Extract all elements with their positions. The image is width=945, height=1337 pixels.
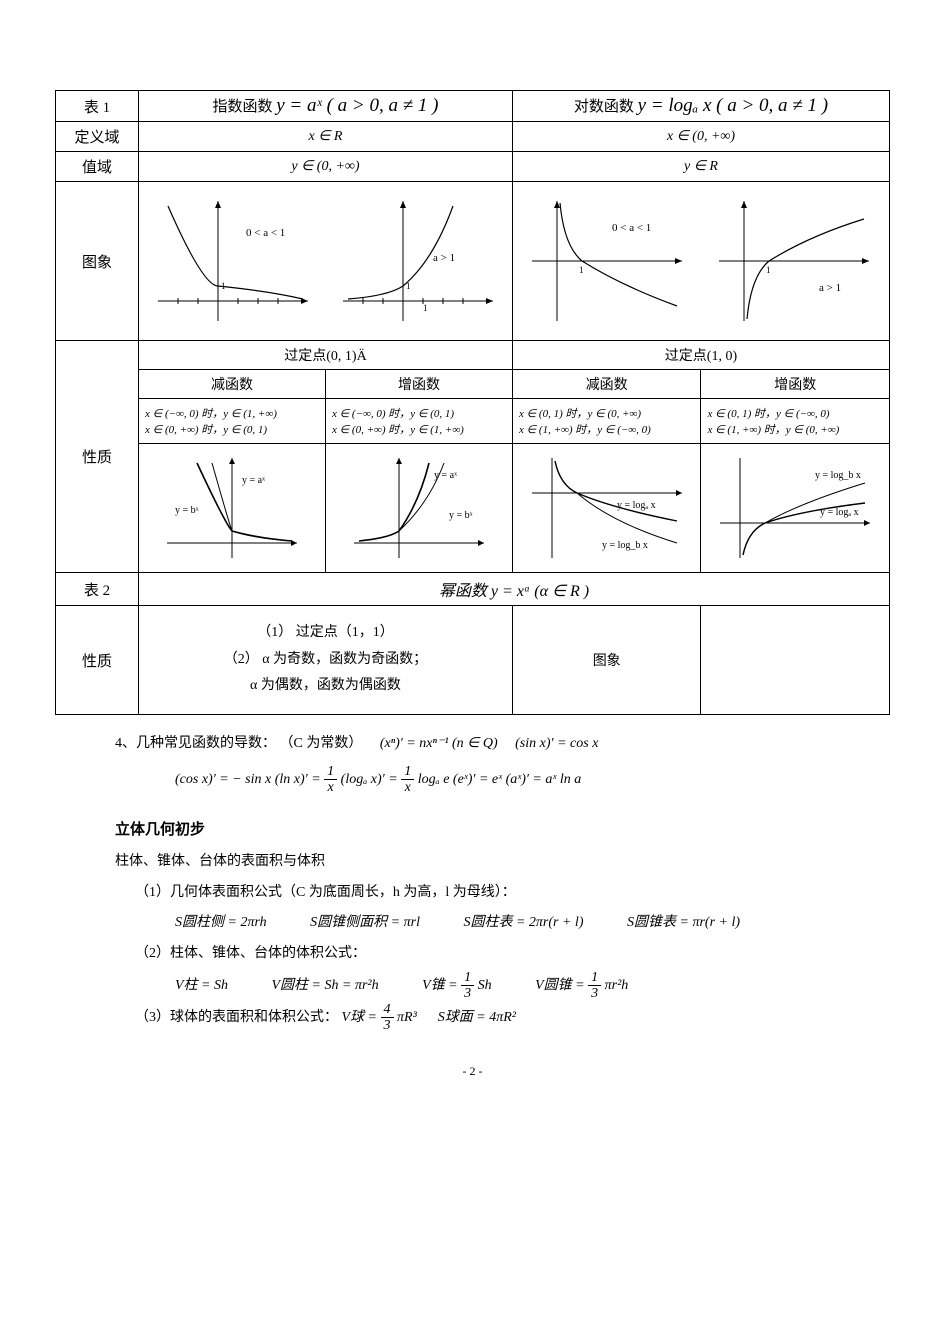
range-log: y ∈ R <box>512 152 889 182</box>
comp-log-inc-graph: y = log_b x y = logₐ x <box>701 444 890 573</box>
comp-exp-inc-graph: y = aˣ y = bˣ <box>325 444 512 573</box>
svg-text:y = logₐ x: y = logₐ x <box>617 500 656 511</box>
page-number: - 2 - <box>55 1064 890 1079</box>
graph-log-dec: 0 < a < 1 1 <box>522 191 692 331</box>
col1-prefix: 指数函数 <box>212 99 276 115</box>
comp-exp-dec-graph: y = aˣ y = bˣ <box>139 444 326 573</box>
table2-title: 幂函数 y = xᵅ (α ∈ R ) <box>139 573 890 606</box>
log-inc-label: 增函数 <box>701 370 890 399</box>
domain-exp: x ∈ R <box>139 122 513 152</box>
solid-l1: （1）几何体表面积公式（C 为底面周长，h 为高，l 为母线）： <box>115 878 890 909</box>
volume-formulas: V柱 = Sh V圆柱 = Sh = πr²h V锥 = 13 Sh V圆锥 =… <box>115 970 890 1002</box>
graph-exp-dec: 0 < a < 1 1 <box>148 191 318 331</box>
svg-text:1: 1 <box>579 265 584 275</box>
svg-text:y = aˣ: y = aˣ <box>242 475 265 486</box>
log-dec-detail: x ∈ (0, 1) 时，y ∈ (0, +∞) x ∈ (1, +∞) 时，y… <box>512 399 701 444</box>
col2-prefix: 对数函数 <box>574 99 638 115</box>
row-range-label: 值域 <box>56 152 139 182</box>
range-exp: y ∈ (0, +∞) <box>139 152 513 182</box>
table-1: 表 1 指数函数 y = aˣ ( a > 0, a ≠ 1 ) 对数函数 y … <box>55 90 890 715</box>
exp-inc-detail: x ∈ (−∞, 0) 时，y ∈ (0, 1) x ∈ (0, +∞) 时，y… <box>325 399 512 444</box>
col-log-header: 对数函数 y = logₐ x ( a > 0, a ≠ 1 ) <box>512 91 889 122</box>
log-inc-detail: x ∈ (0, 1) 时，y ∈ (−∞, 0) x ∈ (1, +∞) 时，y… <box>701 399 890 444</box>
table2-label: 表 2 <box>56 573 139 606</box>
fixed-log: 过定点(1, 0) <box>512 341 889 370</box>
graph-log-inc: a > 1 1 <box>709 191 879 331</box>
table2-props-label: 性质 <box>56 606 139 715</box>
log-dec-label: 减函数 <box>512 370 701 399</box>
exp-inc-label: 增函数 <box>325 370 512 399</box>
exp-dec-detail: x ∈ (−∞, 0) 时，y ∈ (1, +∞) x ∈ (0, +∞) 时，… <box>139 399 326 444</box>
row-props-label: 性质 <box>56 341 139 573</box>
graph-exp-inc-label: a > 1 <box>433 252 455 264</box>
col-exp-header: 指数函数 y = aˣ ( a > 0, a ≠ 1 ) <box>139 91 513 122</box>
svg-text:1: 1 <box>423 303 428 313</box>
col1-math: y = aˣ ( a > 0, a ≠ 1 ) <box>276 95 438 116</box>
solid-subtitle: 柱体、锥体、台体的表面积与体积 <box>115 847 890 878</box>
row-graph-label: 图象 <box>56 182 139 341</box>
fixed-exp: 过定点(0, 1)Ä <box>139 341 513 370</box>
graph-exp-inc: a > 1 1 1 <box>333 191 503 331</box>
solid-l3: （3）球体的表面积和体积公式： V球 = 43 πR³ S球面 = 4πR² <box>115 1002 890 1034</box>
table2-props-text: （1） 过定点（1，1） （2） α 为奇数，函数为奇函数； α 为偶数，函数为… <box>139 606 513 715</box>
table2-graph-label: 图象 <box>512 606 701 715</box>
solid-l2: （2）柱体、锥体、台体的体积公式： <box>115 939 890 970</box>
graph-log-cell: 0 < a < 1 1 a > 1 1 <box>512 182 889 341</box>
graph-log-dec-label: 0 < a < 1 <box>612 222 651 234</box>
graph-exp-dec-label: 0 < a < 1 <box>246 227 285 239</box>
graph-log-inc-label: a > 1 <box>819 282 841 294</box>
svg-text:y = aˣ: y = aˣ <box>434 470 457 481</box>
row-domain-label: 定义域 <box>56 122 139 152</box>
svg-text:1: 1 <box>766 265 771 275</box>
svg-text:y = bˣ: y = bˣ <box>175 505 199 516</box>
svg-text:y = log_b x: y = log_b x <box>815 470 861 481</box>
body-text: 4、几种常见函数的导数： （C 为常数） (xⁿ)′ = nxⁿ⁻¹ (n ∈ … <box>55 729 890 1034</box>
solid-title: 立体几何初步 <box>115 814 890 847</box>
exp-dec-label: 减函数 <box>139 370 326 399</box>
col2-math: y = logₐ x ( a > 0, a ≠ 1 ) <box>638 95 828 116</box>
domain-log: x ∈ (0, +∞) <box>512 122 889 152</box>
derivs-line1: 4、几种常见函数的导数： （C 为常数） (xⁿ)′ = nxⁿ⁻¹ (n ∈ … <box>115 729 890 760</box>
table1-label: 表 1 <box>56 91 139 122</box>
table2-graph-cell <box>701 606 890 715</box>
surface-formulas: S圆柱侧 = 2πrh S圆锥侧面积 = πrl S圆柱表 = 2πr(r + … <box>115 908 890 939</box>
svg-text:y = logₐ x: y = logₐ x <box>820 507 859 518</box>
svg-text:y = log_b x: y = log_b x <box>602 540 648 551</box>
derivs-line2: (cos x)′ = − sin x (ln x)′ = 1x (logₐ x)… <box>115 764 890 796</box>
svg-text:1: 1 <box>221 281 226 291</box>
comp-log-dec-graph: y = logₐ x y = log_b x <box>512 444 701 573</box>
svg-text:1: 1 <box>406 281 411 291</box>
svg-text:y = bˣ: y = bˣ <box>449 510 473 521</box>
graph-exp-cell: 0 < a < 1 1 a > 1 1 1 <box>139 182 513 341</box>
